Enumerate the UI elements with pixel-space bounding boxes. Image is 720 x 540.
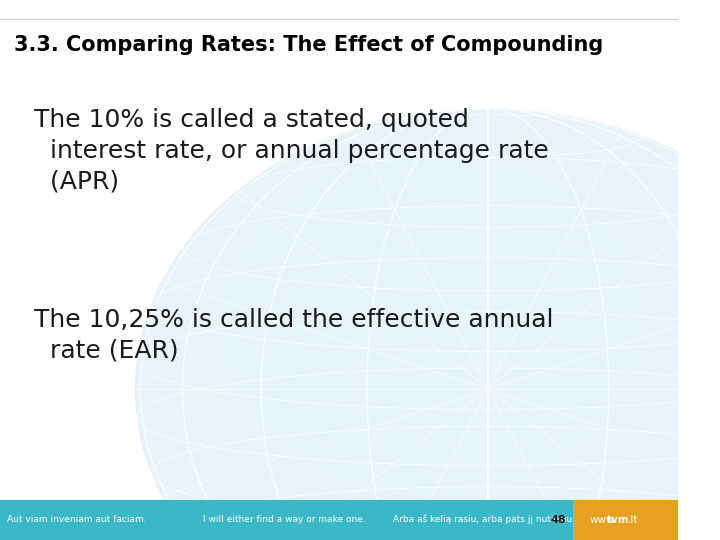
Circle shape [135,108,720,540]
Text: The 10% is called a stated, quoted
  interest rate, or annual percentage rate
  : The 10% is called a stated, quoted inter… [34,108,549,193]
Text: 48: 48 [550,515,566,525]
FancyBboxPatch shape [0,500,572,540]
Text: Arba aš kelią rasiu, arba pats jį nutiesiu.: Arba aš kelią rasiu, arba pats jį nuties… [393,515,575,524]
Text: www.: www. [590,515,617,525]
Text: Aut viam inveniam aut faciam.: Aut viam inveniam aut faciam. [6,515,146,524]
Text: I will either find a way or make one.: I will either find a way or make one. [203,515,366,524]
FancyBboxPatch shape [572,500,678,540]
Text: tvm: tvm [607,515,630,525]
Text: 3.3. Comparing Rates: The Effect of Compounding: 3.3. Comparing Rates: The Effect of Comp… [14,35,603,55]
Text: .lt: .lt [627,515,638,525]
Circle shape [222,156,645,492]
Text: The 10,25% is called the effective annual
  rate (EAR): The 10,25% is called the effective annua… [34,308,554,362]
